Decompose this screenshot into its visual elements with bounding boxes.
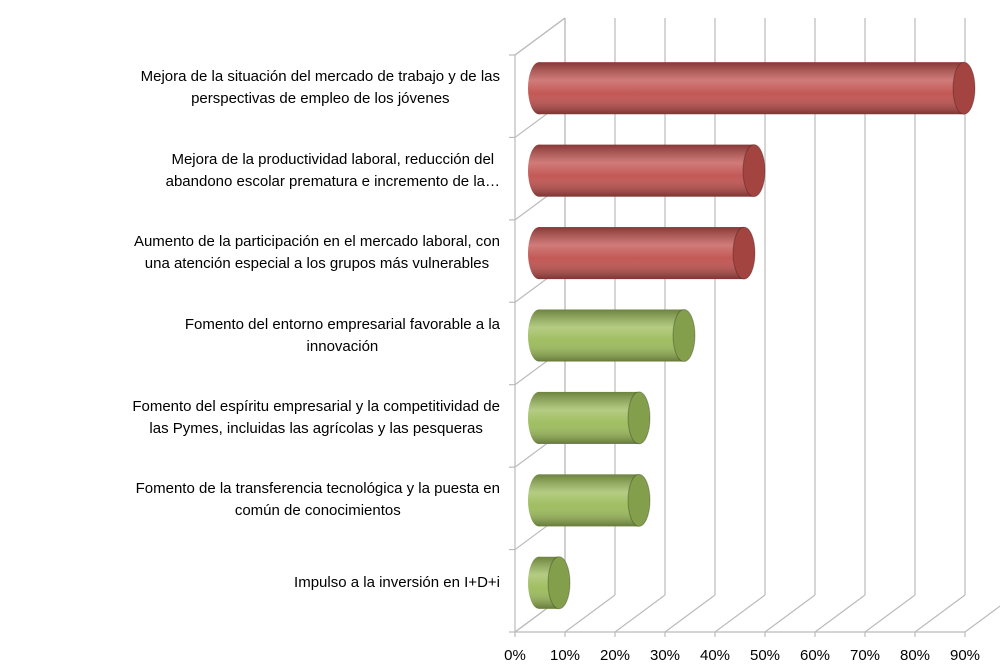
grid-line [564, 594, 616, 633]
grid-line [714, 594, 766, 633]
bar [528, 391, 651, 445]
category-label: Aumento de la participación en el mercad… [133, 233, 500, 273]
category-label: Mejora de la situación del mercado de tr… [140, 68, 500, 108]
x-tick-label: 50% [750, 647, 780, 664]
x-tick-label: 30% [650, 647, 680, 664]
category-label: Fomento de la transferencia tecnológica … [135, 480, 500, 520]
bar [528, 556, 571, 610]
category-label: Fomento del espíritu empresarial y la co… [132, 397, 500, 437]
x-tick-label: 20% [600, 647, 630, 664]
bar [528, 473, 651, 527]
grid-line [864, 594, 916, 633]
grid-line [614, 594, 666, 633]
x-tick-label: 0% [504, 647, 526, 664]
bar [528, 226, 756, 280]
grid-line [664, 594, 716, 633]
x-tick-label: 60% [800, 647, 830, 664]
x-tick-label: 80% [900, 647, 930, 664]
category-label: Fomento del entorno empresarial favorabl… [184, 315, 500, 355]
wall-line [514, 17, 566, 56]
bar [528, 309, 696, 362]
category-label: Impulso a la inversión en I+D+i [294, 573, 500, 591]
grid-line [964, 605, 1000, 633]
bar [528, 144, 766, 198]
x-tick-label: 90% [950, 647, 980, 664]
x-tick-label: 10% [550, 647, 580, 664]
x-tick-label: 40% [700, 647, 730, 664]
grid-line [914, 594, 966, 633]
x-tick-label: 70% [850, 647, 880, 664]
bar [528, 61, 976, 115]
grid-line [814, 594, 866, 633]
category-label: Mejora de la productividad laboral, redu… [165, 150, 500, 190]
grid-line [764, 594, 816, 633]
